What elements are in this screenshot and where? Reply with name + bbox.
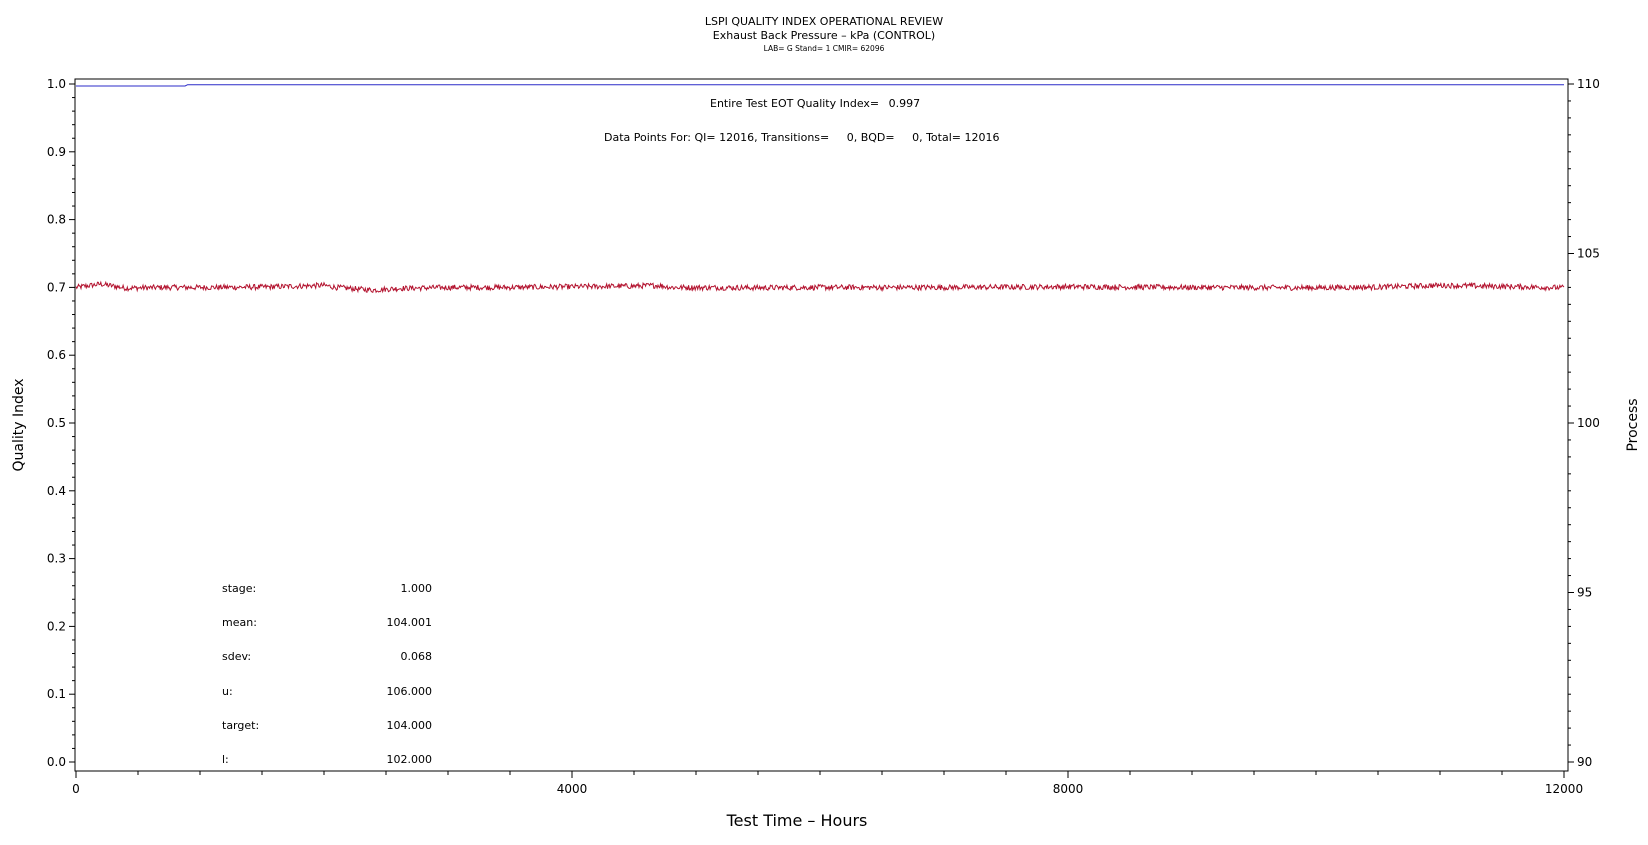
y2-tick-label: 95 [1577,586,1592,600]
series-layer [75,84,1565,294]
y-tick-label: 0.6 [47,348,66,362]
stat-label: mean: [222,616,257,629]
y2-tick-label: 90 [1577,755,1592,769]
y2-tick-label: 100 [1577,416,1600,430]
stat-value: 106.000 [386,685,433,698]
y2-axis-label: Process [1625,398,1641,451]
y-tick-label: 0.7 [47,280,66,294]
chart-subtitle: Exhaust Back Pressure – kPa (CONTROL) [712,29,936,42]
x-tick-label: 0 [72,782,80,796]
stat-value: 0.068 [400,650,433,663]
y-tick-label: 0.5 [47,416,66,430]
eot-value: 0.997 [888,97,921,110]
x-tick-label: 8000 [1053,782,1084,796]
stat-value: 104.000 [386,719,433,732]
x-tick-label: 12000 [1545,782,1583,796]
x-tick-label: 4000 [557,782,588,796]
y-axis-label: Quality Index [11,378,27,471]
stat-value: 102.000 [386,753,433,766]
quality-index-line [76,84,1564,87]
stat-label: u: [222,685,233,698]
stat-label: stage: [222,582,257,595]
y-tick-label: 0.8 [47,213,66,227]
plot-frame [74,78,1569,772]
eot-quality-index: Entire Test EOT Quality Index= 0.997 [710,97,920,110]
data-points-summary: Data Points For: QI= 12016, Transitions=… [604,131,1000,144]
y2-tick-label: 110 [1577,77,1600,91]
x-axis-label: Test Time – Hours [726,811,868,830]
eot-label: Entire Test EOT Quality Index= [710,97,880,110]
stat-value: 104.001 [386,616,433,629]
chart-title: LSPI QUALITY INDEX OPERATIONAL REVIEW [704,15,944,28]
y-tick-label: 0.9 [47,145,66,159]
process-line [75,280,1565,294]
y2-tick-label: 105 [1577,247,1600,261]
stat-value: 1.000 [400,582,433,595]
stat-label: l: [222,753,229,766]
lab-stand-line: LAB= G Stand= 1 CMIR= 62096 [763,44,885,53]
axes-layer: 0.0 0.1 0.2 0.3 0.4 0.5 0.6 0.7 0.8 0.9 1.0 90 95 100… [47,77,1600,796]
y-tick-label: 0.0 [47,755,66,769]
y-tick-label: 0.2 [47,619,66,633]
stat-label: sdev: [222,650,252,663]
y-tick-label: 1.0 [47,77,66,91]
y-tick-label: 0.3 [47,552,66,566]
stat-label: target: [222,719,260,732]
y-tick-label: 0.4 [47,484,66,498]
y-tick-label: 0.1 [47,687,66,701]
